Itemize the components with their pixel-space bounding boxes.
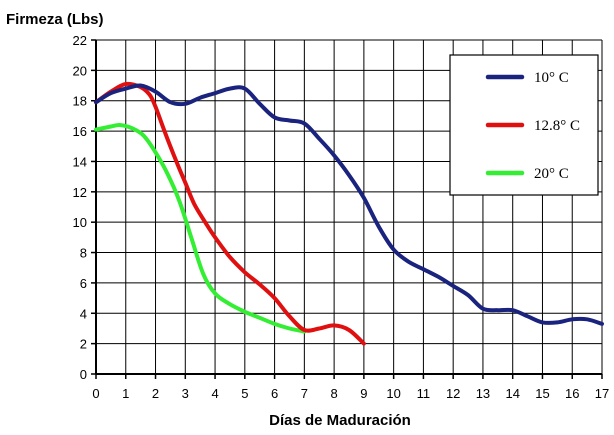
y-tick-label: 16 xyxy=(73,124,87,139)
legend-label: 12.8° C xyxy=(534,118,580,134)
y-tick-label: 22 xyxy=(73,33,87,48)
series-lines xyxy=(94,81,604,346)
y-tick-label: 20 xyxy=(73,63,87,78)
x-tick-label: 12 xyxy=(446,386,460,401)
x-tick-label: 5 xyxy=(241,386,248,401)
x-tick-label: 6 xyxy=(271,386,278,401)
y-axis-title: Firmeza (Lbs) xyxy=(6,11,104,28)
y-tick-label: 2 xyxy=(80,337,87,352)
x-tick-label: 9 xyxy=(360,386,367,401)
tick-labels: 0 1 2 3 4 5 6 7 8 9 10 11 12 13 14 15 16 1702468101214161… xyxy=(73,33,610,401)
y-tick-label: 4 xyxy=(80,306,87,321)
y-tick-label: 10 xyxy=(73,215,87,230)
x-tick-label: 16 xyxy=(565,386,579,401)
y-tick-label: 18 xyxy=(73,94,87,109)
x-tick-label: 13 xyxy=(476,386,490,401)
y-tick-label: 0 xyxy=(80,367,87,382)
x-tick-label: 11 xyxy=(417,386,431,401)
y-tick-label: 14 xyxy=(73,154,87,169)
axes xyxy=(91,39,603,379)
legend-label: 10° C xyxy=(534,70,569,86)
x-tick-label: 8 xyxy=(331,386,338,401)
y-tick-label: 12 xyxy=(73,185,87,200)
x-tick-label: 15 xyxy=(535,386,549,401)
series-line-20-c xyxy=(94,122,307,334)
y-tick-label: 8 xyxy=(80,246,87,261)
x-tick-label: 0 xyxy=(92,386,99,401)
x-tick-label: 10 xyxy=(386,386,400,401)
series-line-12-8-c xyxy=(94,81,366,346)
x-tick-label: 14 xyxy=(505,386,519,401)
x-tick-label: 17 xyxy=(595,386,609,401)
legend-label: 20° C xyxy=(534,166,569,182)
y-tick-label: 6 xyxy=(80,276,87,291)
x-tick-label: 3 xyxy=(182,386,189,401)
x-tick-label: 1 xyxy=(122,386,129,401)
x-tick-label: 7 xyxy=(301,386,308,401)
x-axis-title: Días de Maduración xyxy=(269,412,411,429)
x-tick-label: 4 xyxy=(211,386,218,401)
series-line-10-c xyxy=(94,83,604,326)
legend: 10° C 12.8° C 20° C xyxy=(449,54,599,196)
x-tick-label: 2 xyxy=(152,386,159,401)
